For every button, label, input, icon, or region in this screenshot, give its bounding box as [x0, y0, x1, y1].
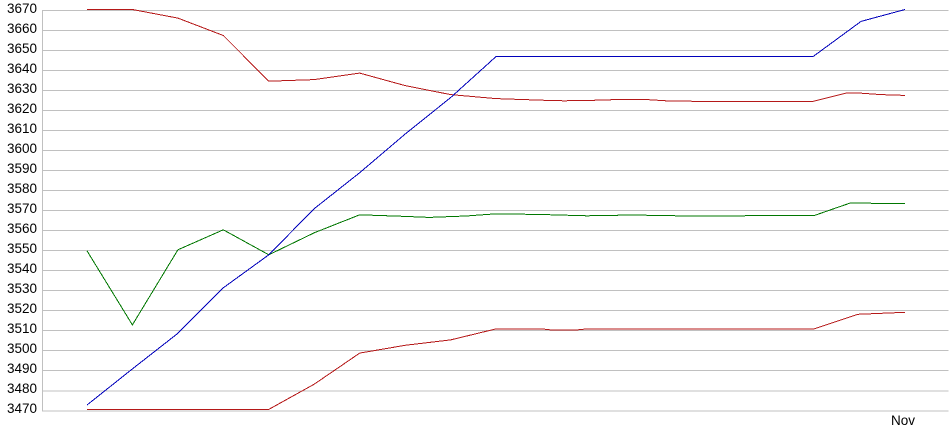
svg-text:3650: 3650 [7, 41, 37, 56]
svg-text:3630: 3630 [7, 81, 37, 96]
svg-text:3590: 3590 [7, 161, 37, 176]
svg-text:3620: 3620 [7, 101, 37, 116]
svg-text:Nov: Nov [891, 413, 915, 428]
svg-text:3570: 3570 [7, 201, 37, 216]
svg-text:3610: 3610 [7, 121, 37, 136]
svg-text:3560: 3560 [7, 221, 37, 236]
svg-text:3520: 3520 [7, 301, 37, 316]
svg-text:3600: 3600 [7, 141, 37, 156]
svg-text:3470: 3470 [7, 401, 37, 416]
svg-text:3640: 3640 [7, 61, 37, 76]
svg-text:3510: 3510 [7, 321, 37, 336]
svg-text:3660: 3660 [7, 21, 37, 36]
svg-text:3580: 3580 [7, 181, 37, 196]
svg-text:3480: 3480 [7, 381, 37, 396]
svg-text:3490: 3490 [7, 361, 37, 376]
svg-text:3500: 3500 [7, 341, 37, 356]
svg-text:3670: 3670 [7, 1, 37, 16]
svg-text:3530: 3530 [7, 281, 37, 296]
svg-text:3540: 3540 [7, 261, 37, 276]
svg-text:3550: 3550 [7, 241, 37, 256]
